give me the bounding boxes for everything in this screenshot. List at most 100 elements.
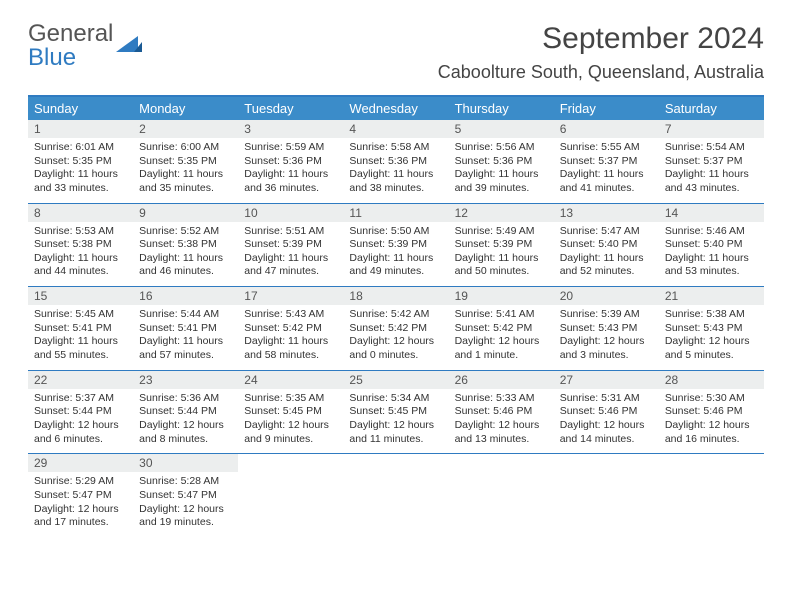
calendar-cell: 22Sunrise: 5:37 AMSunset: 5:44 PMDayligh… <box>28 370 133 454</box>
day-detail: Sunrise: 5:54 AMSunset: 5:37 PMDaylight:… <box>659 138 764 203</box>
day-detail: Sunrise: 5:28 AMSunset: 5:47 PMDaylight:… <box>133 472 238 537</box>
day-detail: Sunrise: 5:49 AMSunset: 5:39 PMDaylight:… <box>449 222 554 287</box>
month-title: September 2024 <box>438 22 764 56</box>
calendar-cell: .. <box>449 454 554 537</box>
day-number: 23 <box>133 371 238 389</box>
day-detail: Sunrise: 5:35 AMSunset: 5:45 PMDaylight:… <box>238 389 343 454</box>
day-detail: Sunrise: 5:37 AMSunset: 5:44 PMDaylight:… <box>28 389 133 454</box>
day-number: 9 <box>133 204 238 222</box>
calendar-cell: 15Sunrise: 5:45 AMSunset: 5:41 PMDayligh… <box>28 287 133 371</box>
weekday-header: Tuesday <box>238 96 343 120</box>
day-number: 30 <box>133 454 238 472</box>
calendar-cell: 9Sunrise: 5:52 AMSunset: 5:38 PMDaylight… <box>133 203 238 287</box>
day-number: 4 <box>343 120 448 138</box>
day-detail: Sunrise: 5:53 AMSunset: 5:38 PMDaylight:… <box>28 222 133 287</box>
day-detail: Sunrise: 5:46 AMSunset: 5:40 PMDaylight:… <box>659 222 764 287</box>
day-number: 19 <box>449 287 554 305</box>
day-number: 27 <box>554 371 659 389</box>
calendar-cell: .. <box>554 454 659 537</box>
calendar-cell: 5Sunrise: 5:56 AMSunset: 5:36 PMDaylight… <box>449 120 554 203</box>
weekday-header: Monday <box>133 96 238 120</box>
calendar-cell: .. <box>343 454 448 537</box>
day-detail: Sunrise: 5:31 AMSunset: 5:46 PMDaylight:… <box>554 389 659 454</box>
day-detail: Sunrise: 5:43 AMSunset: 5:42 PMDaylight:… <box>238 305 343 370</box>
calendar-cell: 24Sunrise: 5:35 AMSunset: 5:45 PMDayligh… <box>238 370 343 454</box>
day-detail: Sunrise: 5:36 AMSunset: 5:44 PMDaylight:… <box>133 389 238 454</box>
calendar-cell: .. <box>659 454 764 537</box>
day-number: 17 <box>238 287 343 305</box>
location-subtitle: Caboolture South, Queensland, Australia <box>438 62 764 83</box>
day-detail: Sunrise: 5:50 AMSunset: 5:39 PMDaylight:… <box>343 222 448 287</box>
calendar-cell: 6Sunrise: 5:55 AMSunset: 5:37 PMDaylight… <box>554 120 659 203</box>
logo-triangle-icon <box>116 34 142 59</box>
day-detail: Sunrise: 5:38 AMSunset: 5:43 PMDaylight:… <box>659 305 764 370</box>
header: General Blue September 2024 Caboolture S… <box>28 22 764 83</box>
day-number: 21 <box>659 287 764 305</box>
calendar-cell: 8Sunrise: 5:53 AMSunset: 5:38 PMDaylight… <box>28 203 133 287</box>
calendar-cell: 7Sunrise: 5:54 AMSunset: 5:37 PMDaylight… <box>659 120 764 203</box>
day-detail: Sunrise: 5:47 AMSunset: 5:40 PMDaylight:… <box>554 222 659 287</box>
calendar-cell: 23Sunrise: 5:36 AMSunset: 5:44 PMDayligh… <box>133 370 238 454</box>
weekday-header: Wednesday <box>343 96 448 120</box>
logo-text-2: Blue <box>28 44 76 71</box>
weekday-header: Saturday <box>659 96 764 120</box>
day-number: 29 <box>28 454 133 472</box>
day-detail: Sunrise: 5:30 AMSunset: 5:46 PMDaylight:… <box>659 389 764 454</box>
calendar-cell: 20Sunrise: 5:39 AMSunset: 5:43 PMDayligh… <box>554 287 659 371</box>
calendar-cell: 19Sunrise: 5:41 AMSunset: 5:42 PMDayligh… <box>449 287 554 371</box>
logo-text-1: General <box>28 20 113 47</box>
calendar-cell: 30Sunrise: 5:28 AMSunset: 5:47 PMDayligh… <box>133 454 238 537</box>
day-number: 11 <box>343 204 448 222</box>
day-detail: Sunrise: 5:59 AMSunset: 5:36 PMDaylight:… <box>238 138 343 203</box>
calendar-cell: 1Sunrise: 6:01 AMSunset: 5:35 PMDaylight… <box>28 120 133 203</box>
day-detail: Sunrise: 6:00 AMSunset: 5:35 PMDaylight:… <box>133 138 238 203</box>
calendar-table: SundayMondayTuesdayWednesdayThursdayFrid… <box>28 95 764 537</box>
day-number: 13 <box>554 204 659 222</box>
day-number: 24 <box>238 371 343 389</box>
day-number: 26 <box>449 371 554 389</box>
day-number: 12 <box>449 204 554 222</box>
day-number: 16 <box>133 287 238 305</box>
calendar-cell: 25Sunrise: 5:34 AMSunset: 5:45 PMDayligh… <box>343 370 448 454</box>
day-detail: Sunrise: 5:33 AMSunset: 5:46 PMDaylight:… <box>449 389 554 454</box>
calendar-cell: 27Sunrise: 5:31 AMSunset: 5:46 PMDayligh… <box>554 370 659 454</box>
day-number: 10 <box>238 204 343 222</box>
calendar-cell: 18Sunrise: 5:42 AMSunset: 5:42 PMDayligh… <box>343 287 448 371</box>
day-detail: Sunrise: 5:29 AMSunset: 5:47 PMDaylight:… <box>28 472 133 537</box>
day-detail: Sunrise: 5:34 AMSunset: 5:45 PMDaylight:… <box>343 389 448 454</box>
day-detail: Sunrise: 5:55 AMSunset: 5:37 PMDaylight:… <box>554 138 659 203</box>
day-number: 25 <box>343 371 448 389</box>
day-number: 8 <box>28 204 133 222</box>
day-detail: Sunrise: 5:51 AMSunset: 5:39 PMDaylight:… <box>238 222 343 287</box>
calendar-cell: 21Sunrise: 5:38 AMSunset: 5:43 PMDayligh… <box>659 287 764 371</box>
day-number: 5 <box>449 120 554 138</box>
day-detail: Sunrise: 5:44 AMSunset: 5:41 PMDaylight:… <box>133 305 238 370</box>
calendar-cell: 2Sunrise: 6:00 AMSunset: 5:35 PMDaylight… <box>133 120 238 203</box>
calendar-cell: 26Sunrise: 5:33 AMSunset: 5:46 PMDayligh… <box>449 370 554 454</box>
day-number: 1 <box>28 120 133 138</box>
day-number: 22 <box>28 371 133 389</box>
day-number: 7 <box>659 120 764 138</box>
day-number: 2 <box>133 120 238 138</box>
calendar-cell: 29Sunrise: 5:29 AMSunset: 5:47 PMDayligh… <box>28 454 133 537</box>
calendar-cell: 28Sunrise: 5:30 AMSunset: 5:46 PMDayligh… <box>659 370 764 454</box>
calendar-cell: 17Sunrise: 5:43 AMSunset: 5:42 PMDayligh… <box>238 287 343 371</box>
day-number: 18 <box>343 287 448 305</box>
day-detail: Sunrise: 5:58 AMSunset: 5:36 PMDaylight:… <box>343 138 448 203</box>
day-detail: Sunrise: 5:42 AMSunset: 5:42 PMDaylight:… <box>343 305 448 370</box>
calendar-cell: 10Sunrise: 5:51 AMSunset: 5:39 PMDayligh… <box>238 203 343 287</box>
calendar-cell: 12Sunrise: 5:49 AMSunset: 5:39 PMDayligh… <box>449 203 554 287</box>
day-detail: Sunrise: 5:41 AMSunset: 5:42 PMDaylight:… <box>449 305 554 370</box>
day-detail: Sunrise: 5:56 AMSunset: 5:36 PMDaylight:… <box>449 138 554 203</box>
calendar-cell: 11Sunrise: 5:50 AMSunset: 5:39 PMDayligh… <box>343 203 448 287</box>
calendar-cell: 13Sunrise: 5:47 AMSunset: 5:40 PMDayligh… <box>554 203 659 287</box>
day-detail: Sunrise: 5:52 AMSunset: 5:38 PMDaylight:… <box>133 222 238 287</box>
weekday-header: Sunday <box>28 96 133 120</box>
weekday-header: Thursday <box>449 96 554 120</box>
day-detail: Sunrise: 5:39 AMSunset: 5:43 PMDaylight:… <box>554 305 659 370</box>
calendar-cell: 3Sunrise: 5:59 AMSunset: 5:36 PMDaylight… <box>238 120 343 203</box>
day-number: 28 <box>659 371 764 389</box>
day-number: 14 <box>659 204 764 222</box>
day-number: 15 <box>28 287 133 305</box>
calendar-cell: 16Sunrise: 5:44 AMSunset: 5:41 PMDayligh… <box>133 287 238 371</box>
